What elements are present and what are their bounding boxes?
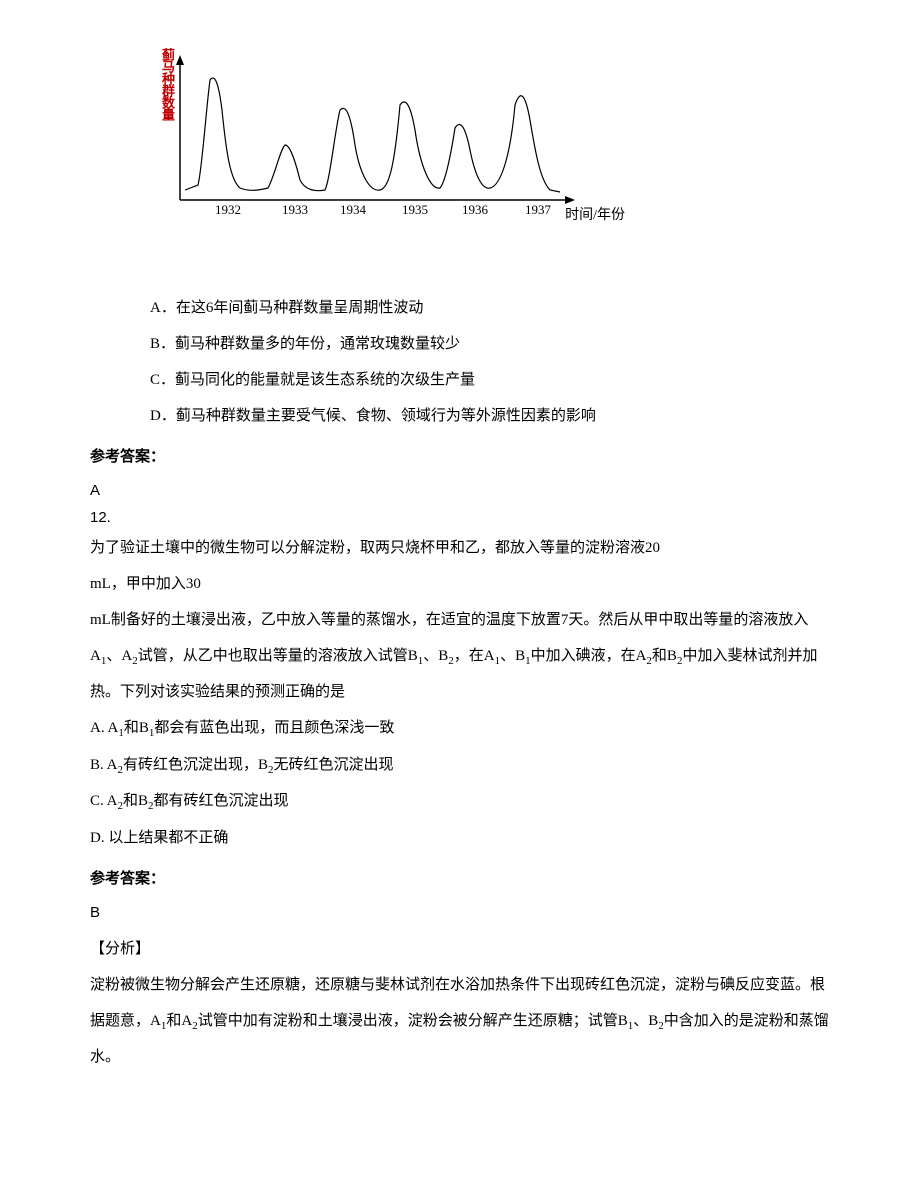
q12-b-end: 无砖红色沉淀出现 — [274, 757, 394, 773]
ana-mid: 试管中加有淀粉和土壤浸出液，淀粉会被分解产生还原糖；试管B — [198, 1013, 628, 1029]
q12-c-end: 都有砖红色沉淀出现 — [154, 793, 289, 809]
q12-a-and: 和B — [124, 720, 149, 736]
q12-stem-l2: mL，甲中加入30 — [90, 576, 201, 592]
analysis-body: 淀粉被微生物分解会产生还原糖，还原糖与斐林试剂在水浴加热条件下出现砖红色沉淀，淀… — [90, 967, 830, 1075]
q12-stem-l3d: 、B — [423, 648, 448, 664]
q12-choice-c: C. A2和B2都有砖红色沉淀出现 — [90, 783, 830, 819]
q12-stem-l3h: 和B — [652, 648, 677, 664]
q12-c-and: 和B — [123, 793, 148, 809]
y-axis-label: 蓟马种群数量 — [158, 48, 177, 120]
q12-stem-l3b: 、A — [106, 648, 132, 664]
q12-stem-l3f: 、B — [500, 648, 525, 664]
x-tick-1934: 1934 — [340, 202, 366, 218]
q12-stem: 为了验证土壤中的微生物可以分解淀粉，取两只烧杯甲和乙，都放入等量的淀粉溶液20 … — [90, 530, 830, 710]
population-chart: 蓟马种群数量 1932 1933 1934 1935 1936 1937 时间/… — [130, 40, 590, 240]
q11-option-c: C．蓟马同化的能量就是该生态系统的次级生产量 — [150, 362, 830, 398]
analysis-title: 【分析】 — [90, 931, 830, 967]
q12-a-end: 都会有蓝色出现，而且颜色深浅一致 — [154, 720, 394, 736]
q12-choice-b: B. A2有砖红色沉淀出现，B2无砖红色沉淀出现 — [90, 747, 830, 783]
x-tick-1935: 1935 — [402, 202, 428, 218]
q11-option-d: D．蓟马种群数量主要受气候、食物、领域行为等外源性因素的影响 — [150, 398, 830, 434]
q11-answer: A — [90, 482, 830, 499]
q12-number: 12. — [90, 509, 830, 526]
ana-and: 和A — [166, 1013, 192, 1029]
q12-c-pre: C. A — [90, 793, 118, 809]
q12-b-mid: 有砖红色沉淀出现，B — [123, 757, 268, 773]
q12-choice-d: D. 以上结果都不正确 — [90, 820, 830, 856]
q12-answer: B — [90, 904, 830, 921]
x-tick-1933: 1933 — [282, 202, 308, 218]
q12-answer-heading: 参考答案： — [90, 864, 830, 894]
q11-options: A．在这6年间蓟马种群数量呈周期性波动 B．蓟马种群数量多的年份，通常玫瑰数量较… — [150, 290, 830, 434]
q11-option-b: B．蓟马种群数量多的年份，通常玫瑰数量较少 — [150, 326, 830, 362]
q12-stem-l3c: 试管，从乙中也取出等量的溶液放入试管B — [138, 648, 418, 664]
x-tick-1932: 1932 — [215, 202, 241, 218]
q12-a-pre: A. A — [90, 720, 118, 736]
x-tick-1936: 1936 — [462, 202, 488, 218]
q11-answer-heading: 参考答案： — [90, 442, 830, 472]
ana-b2: 、B — [633, 1013, 658, 1029]
q12-stem-l1: 为了验证土壤中的微生物可以分解淀粉，取两只烧杯甲和乙，都放入等量的淀粉溶液20 — [90, 540, 660, 556]
q12-stem-l3g: 中加入碘液，在A — [531, 648, 647, 664]
x-axis-label: 时间/年份 — [565, 204, 625, 224]
q11-option-a: A．在这6年间蓟马种群数量呈周期性波动 — [150, 290, 830, 326]
q12-stem-l3e: ，在A — [454, 648, 495, 664]
q12-b-pre: B. A — [90, 757, 118, 773]
x-tick-1937: 1937 — [525, 202, 551, 218]
q12-choice-a: A. A1和B1都会有蓝色出现，而且颜色深浅一致 — [90, 710, 830, 746]
